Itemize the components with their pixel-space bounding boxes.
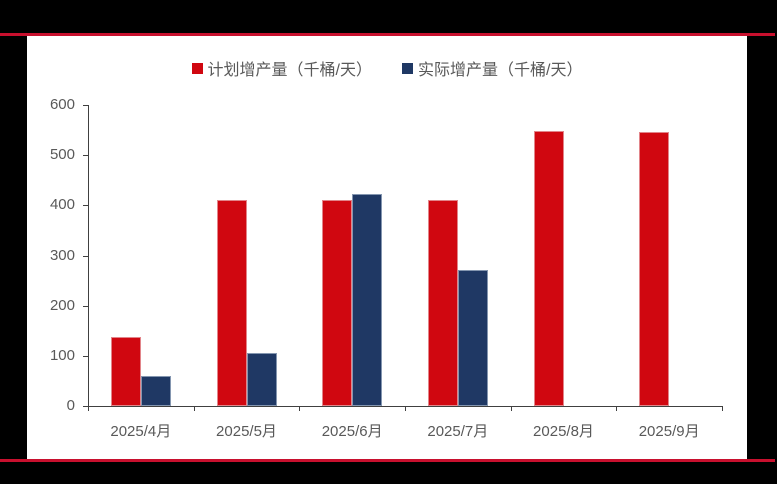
y-axis-tick: [83, 305, 88, 307]
x-axis-line: [88, 406, 723, 407]
legend-item-plan: 计划增产量（千桶/天）: [191, 56, 372, 80]
y-tick-label: 300: [49, 246, 75, 264]
plan-bar-2025/8月: [533, 131, 564, 406]
x-tick-label: 2025/8月: [533, 423, 594, 440]
y-axis-line: [88, 105, 89, 407]
plan-series-swatch-icon: [191, 62, 203, 74]
y-tick-label: 200: [49, 296, 75, 314]
y-tick-label: 400: [49, 196, 75, 214]
y-axis-tick: [83, 105, 88, 106]
y-tick-label: 500: [49, 146, 75, 164]
actual-bar-2025/6月: [352, 194, 383, 406]
chart-legend: 计划增产量（千桶/天） 实际增产量（千桶/天）: [27, 56, 747, 80]
top-accent-line: [0, 33, 775, 36]
y-axis-tick: [83, 355, 88, 357]
y-axis-tick: [83, 255, 88, 257]
actual-bar-2025/4月: [140, 375, 171, 406]
y-tick-label: 0: [66, 397, 75, 414]
actual-bar-2025/7月: [457, 270, 488, 406]
y-axis-tick: [83, 205, 88, 207]
x-axis-tick: [510, 407, 512, 411]
legend-item-actual: 实际增产量（千桶/天）: [402, 56, 582, 80]
legend-label-actual: 实际增产量（千桶/天）: [418, 62, 583, 79]
legend-label-plan: 计划增产量（千桶/天）: [207, 62, 372, 79]
x-axis-tick: [88, 407, 89, 411]
x-axis-tick: [722, 407, 723, 411]
x-axis-tick: [299, 407, 301, 411]
actual-series-swatch-icon: [402, 62, 413, 74]
y-axis-tick: [83, 155, 88, 157]
plan-bar-2025/7月: [427, 199, 458, 406]
x-tick-label: 2025/4月: [110, 423, 172, 440]
x-axis-tick: [405, 407, 406, 411]
x-tick-label: 2025/7月: [427, 423, 489, 440]
y-tick-label: 600: [49, 96, 75, 113]
x-tick-label: 2025/6月: [321, 423, 383, 440]
bottom-accent-line: [0, 459, 775, 462]
plan-bar-2025/4月: [110, 336, 141, 406]
x-tick-label: 2025/5月: [216, 423, 277, 440]
chart-panel: 计划增产量（千桶/天） 实际增产量（千桶/天） 0 100 200 300 400 500…: [27, 36, 747, 459]
plan-bar-2025/6月: [322, 199, 353, 406]
actual-bar-2025/5月: [246, 353, 277, 406]
plot-area: 0 100 200 300 400 500 600 2025/4月 2025/5月 2025/6月…: [27, 36, 747, 459]
x-axis-tick: [616, 407, 618, 411]
x-tick-label: 2025/9月: [638, 423, 700, 440]
x-axis-tick: [193, 407, 195, 411]
y-axis-tick: [83, 406, 88, 407]
plan-bar-2025/5月: [216, 199, 247, 406]
y-tick-label: 100: [49, 346, 75, 364]
plan-bar-2025/9月: [639, 131, 670, 406]
